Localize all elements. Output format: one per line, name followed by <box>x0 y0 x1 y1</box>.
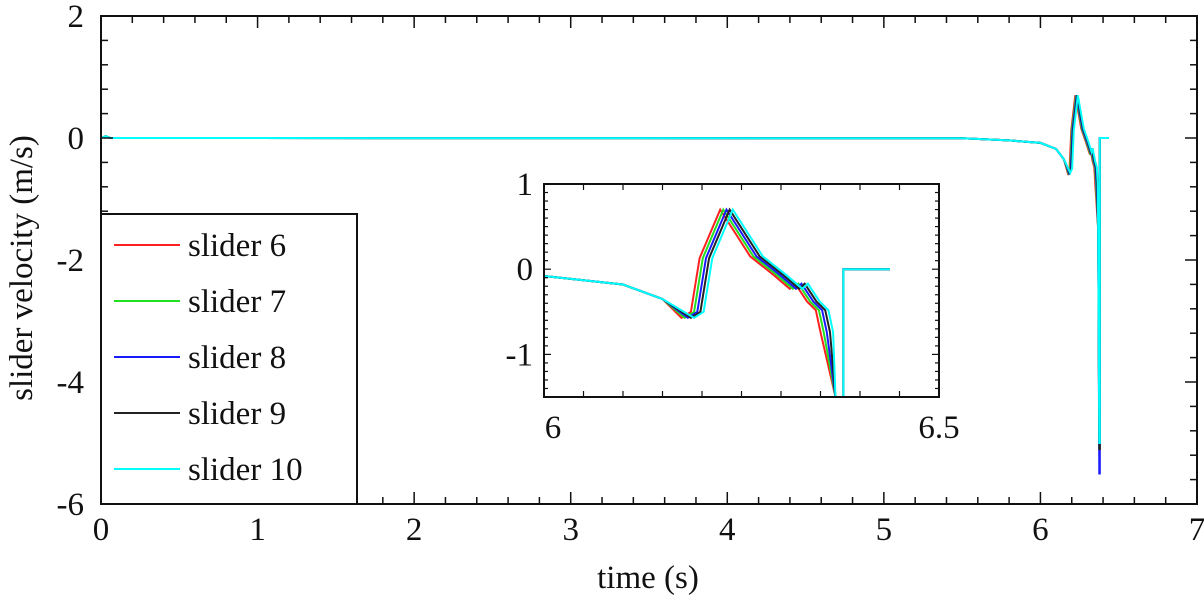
x-tick-label: 6 <box>1032 512 1049 548</box>
x-axis-label: time (s) <box>597 560 699 596</box>
legend-label: slider 9 <box>188 396 286 432</box>
inset-x-tick-label: 6.5 <box>918 410 959 446</box>
legend-box <box>100 213 358 505</box>
main-series-group <box>100 95 1109 475</box>
main-line-slider-10 <box>100 95 1109 444</box>
legend: slider 6 slider 7 slider 8 slider 9 slider 1… <box>100 213 358 505</box>
inset-x-tick-label: 6 <box>545 410 562 446</box>
x-tick-label: 1 <box>249 512 266 548</box>
legend-label: slider 10 <box>188 452 303 488</box>
inset-background <box>544 184 939 397</box>
inset-y-tick-label: -1 <box>506 337 534 373</box>
x-tick-label: 7 <box>1189 512 1204 548</box>
y-tick-label: -2 <box>57 243 85 279</box>
main-ticks: 0 1 2 3 4 5 6 7 2 0 -2 -4 -6 <box>57 0 1204 548</box>
inset-ticks: 6 6.5 1 0 -1 <box>506 167 960 446</box>
inset-y-tick-label: 0 <box>517 252 534 288</box>
legend-label: slider 7 <box>188 284 286 320</box>
y-tick-label: 2 <box>68 0 85 35</box>
x-tick-label: 2 <box>406 512 423 548</box>
legend-label: slider 6 <box>188 228 286 264</box>
inset-y-tick-label: 1 <box>517 167 534 203</box>
legend-label: slider 8 <box>188 340 286 376</box>
y-axis-label: slider velocity (m/s) <box>4 135 40 401</box>
x-tick-label: 0 <box>93 512 110 548</box>
x-tick-label: 3 <box>562 512 579 548</box>
x-tick-label: 4 <box>719 512 736 548</box>
y-tick-label: -6 <box>57 487 85 523</box>
x-tick-label: 5 <box>876 512 893 548</box>
y-tick-label: -4 <box>57 365 85 401</box>
y-tick-label: 0 <box>68 121 85 157</box>
